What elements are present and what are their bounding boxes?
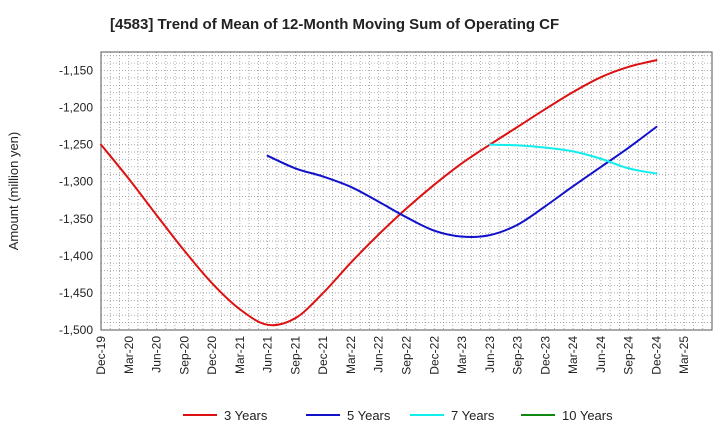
x-tick-label: Sep-23 bbox=[511, 336, 525, 375]
x-tick-label: Dec-23 bbox=[538, 336, 552, 375]
y-tick-label: -1,350 bbox=[59, 212, 93, 226]
x-tick-label: Mar-21 bbox=[233, 336, 247, 374]
series-line-3-years bbox=[100, 59, 658, 327]
y-tick-label: -1,500 bbox=[59, 323, 93, 337]
x-tick-label: Dec-20 bbox=[205, 336, 219, 375]
x-tick-label: Mar-23 bbox=[455, 336, 469, 374]
x-tick-label: Sep-24 bbox=[622, 336, 636, 375]
x-tick-label: Sep-21 bbox=[288, 336, 302, 375]
x-tick-label: Dec-21 bbox=[316, 336, 330, 375]
series-line-5-years bbox=[266, 125, 658, 238]
x-tick-label: Jun-24 bbox=[594, 336, 608, 373]
legend-label-10-years: 10 Years bbox=[562, 408, 613, 423]
x-tick-label: Sep-22 bbox=[400, 336, 414, 375]
y-tick-label: -1,450 bbox=[59, 286, 93, 300]
y-tick-label: -1,300 bbox=[59, 175, 93, 189]
chart-title: [4583] Trend of Mean of 12-Month Moving … bbox=[110, 16, 559, 33]
legend-label-5-years: 5 Years bbox=[347, 408, 391, 423]
x-tick-label: Mar-20 bbox=[122, 336, 136, 374]
y-tick-label: -1,400 bbox=[59, 249, 93, 263]
x-tick-label: Mar-24 bbox=[566, 336, 580, 374]
legend: 3 Years 5 Years 7 Years 10 Years bbox=[183, 408, 613, 423]
x-tick-label: Sep-20 bbox=[177, 336, 191, 375]
y-tick-label: -1,150 bbox=[59, 64, 93, 78]
x-tick-label: Mar-25 bbox=[677, 336, 691, 374]
y-tick-label: -1,200 bbox=[59, 101, 93, 115]
y-axis-label: Amount (million yen) bbox=[6, 132, 21, 251]
x-tick-label: Dec-22 bbox=[427, 336, 441, 375]
y-tick-label: -1,250 bbox=[59, 138, 93, 152]
x-tick-label: Dec-19 bbox=[94, 336, 108, 375]
x-tick-label: Jun-23 bbox=[483, 336, 497, 373]
x-tick-label: Jun-20 bbox=[150, 336, 164, 373]
series-line-7-years bbox=[488, 143, 658, 175]
x-tick-label: Jun-22 bbox=[372, 336, 386, 373]
x-tick-label: Jun-21 bbox=[261, 336, 275, 373]
legend-label-3-years: 3 Years bbox=[224, 408, 268, 423]
plot-border bbox=[100, 51, 713, 331]
x-tick-label: Mar-22 bbox=[344, 336, 358, 374]
plot-area: -1,500 -1,450 -1,400 -1,350 -1,300 -1,250 -1,2… bbox=[59, 51, 713, 375]
legend-label-7-years: 7 Years bbox=[451, 408, 495, 423]
x-tick-label: Dec-24 bbox=[649, 336, 663, 375]
